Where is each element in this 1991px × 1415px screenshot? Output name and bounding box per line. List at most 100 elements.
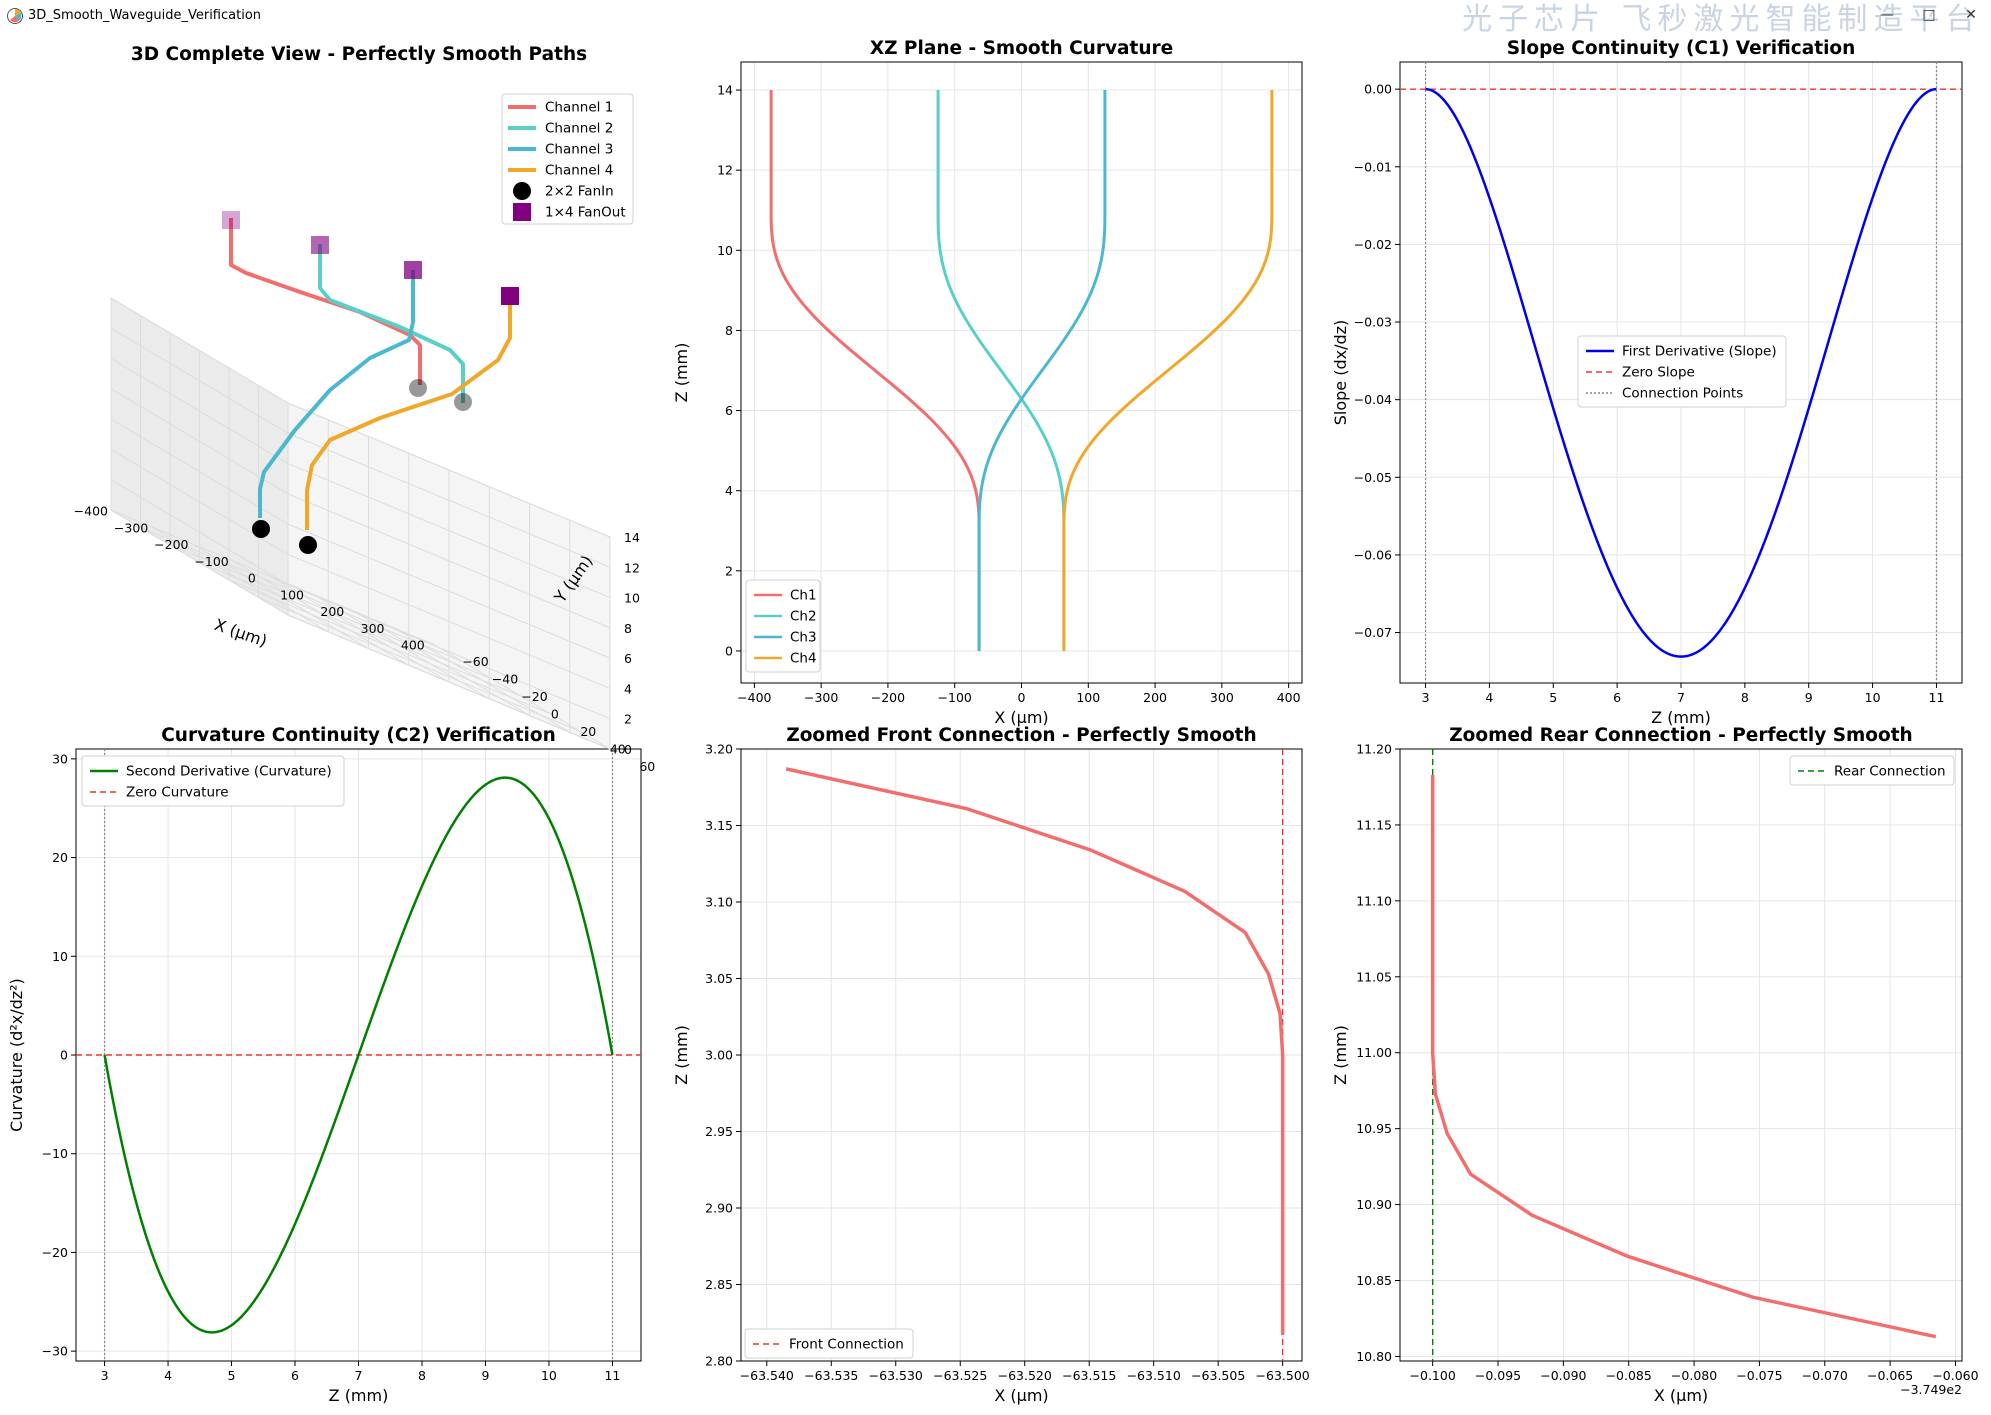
x-tick-label: 3 xyxy=(1422,690,1430,705)
x-tick-label: −0.070 xyxy=(1802,1368,1848,1383)
grid-3d xyxy=(110,327,289,434)
x-tick-label: 8 xyxy=(418,1368,426,1383)
plot-frame xyxy=(1399,748,1963,1362)
x-tick-label: 200 xyxy=(320,604,344,619)
fanout-marker xyxy=(311,236,329,254)
fanout-marker xyxy=(501,287,519,305)
x-tick-label: −0.065 xyxy=(1867,1368,1913,1383)
series-line-ch4 xyxy=(1062,90,1274,651)
chart-xz: −400 −300 −200 −100 0 100 200 300 400 0 2 4 6 8 10 12 14… xyxy=(672,38,1303,727)
z-tick-label: 4 xyxy=(624,681,632,696)
fanin-marker xyxy=(409,379,427,397)
y-tick-label: 2.95 xyxy=(705,1124,733,1139)
y-tick-label: −10 xyxy=(42,1146,68,1161)
grid-3d xyxy=(110,358,289,465)
minimize-button[interactable]: — xyxy=(1880,7,1894,23)
x-tick-label: −63.510 xyxy=(1127,1368,1181,1383)
grid-3d xyxy=(287,463,611,599)
legend-label: Ch1 xyxy=(790,588,817,604)
chart-title: Curvature Continuity (C2) Verification xyxy=(161,725,556,746)
x-axis-label: X (μm) xyxy=(994,1386,1048,1405)
close-button[interactable]: ✕ xyxy=(1965,7,1977,23)
x-tick-label: −63.520 xyxy=(998,1368,1052,1383)
grid-3d xyxy=(228,579,552,715)
y-tick-label: −30 xyxy=(42,1344,68,1359)
y-tick-label: 11.00 xyxy=(1356,1045,1392,1060)
legend-swatch xyxy=(513,203,531,221)
x-offset-label: −3.749e2 xyxy=(1900,1382,1962,1397)
y-tick-label: −20 xyxy=(521,689,547,704)
y-tick-label: 10.90 xyxy=(1356,1197,1392,1212)
maximize-button[interactable]: □ xyxy=(1922,7,1936,23)
grid-3d xyxy=(110,509,289,616)
y-tick-label: 20 xyxy=(580,724,596,739)
grid-3d xyxy=(287,432,611,568)
y-tick-label: 2.85 xyxy=(705,1277,733,1292)
x-tick-label: −63.525 xyxy=(933,1368,987,1383)
grid-3d xyxy=(287,523,611,659)
x-tick-label: −0.090 xyxy=(1540,1368,1586,1383)
y-tick-label: 3.15 xyxy=(705,818,733,833)
x-tick-label: 300 xyxy=(1210,690,1234,705)
chart-3d: 3D Complete View - Perfectly Smooth Path… xyxy=(74,44,656,774)
chart-title: Zoomed Front Connection - Perfectly Smoo… xyxy=(786,725,1256,746)
y-tick-label: −0.06 xyxy=(1354,547,1392,562)
legend-label: Zero Curvature xyxy=(126,785,229,801)
x-tick-label: 3 xyxy=(101,1368,109,1383)
z-tick-label: 2 xyxy=(624,712,632,727)
z-tick-label: 0 xyxy=(624,742,632,757)
y-axis-label: Z (mm) xyxy=(672,1025,691,1085)
x-tick-label: −0.095 xyxy=(1475,1368,1521,1383)
legend-label: Ch3 xyxy=(790,630,817,646)
x-tick-label: −0.075 xyxy=(1736,1368,1782,1383)
front-zoom-curve xyxy=(785,767,1285,1335)
grid-3d xyxy=(287,493,611,629)
y-tick-label: −0.01 xyxy=(1354,159,1392,174)
grid-3d xyxy=(169,544,493,680)
legend-label: Ch4 xyxy=(790,651,817,667)
slope-curve xyxy=(1425,87,1937,658)
y-tick-label: 20 xyxy=(52,850,68,865)
x-tick-label: 11 xyxy=(1929,690,1945,705)
x-tick-label: −63.500 xyxy=(1256,1368,1310,1383)
y-tick-label: −0.05 xyxy=(1354,470,1392,485)
curvature-curve xyxy=(103,776,614,1334)
x-tick-label: 10 xyxy=(541,1368,557,1383)
grid-3d xyxy=(287,584,611,720)
y-axis-label: Slope (dx/dz) xyxy=(1331,320,1350,426)
channel-path-4 xyxy=(305,297,512,530)
grid-3d xyxy=(110,479,289,586)
y-tick-label: 2 xyxy=(725,563,733,578)
x-tick-label: 7 xyxy=(1677,690,1685,705)
x-tick-label: 5 xyxy=(1549,690,1557,705)
legend-label: Rear Connection xyxy=(1834,764,1946,780)
grid-3d xyxy=(199,562,522,697)
x-axis-label: Z (mm) xyxy=(329,1386,389,1405)
chart-c1: 3 4 5 6 7 8 9 10 11 0.00 −0.01 −0.02 −0.03 −0.04 −0.05… xyxy=(1331,38,1963,727)
x-tick-label: 300 xyxy=(361,621,385,636)
y-tick-label: 10 xyxy=(52,949,68,964)
x-tick-label: 400 xyxy=(1277,690,1301,705)
legend-label: 1×4 FanOut xyxy=(545,205,626,221)
x-tick-label: 6 xyxy=(291,1368,299,1383)
series-line-ch2 xyxy=(936,90,1066,651)
x-tick-label: −200 xyxy=(154,537,188,552)
x-tick-label: 0 xyxy=(248,571,256,586)
x-tick-label: −400 xyxy=(737,690,771,705)
x-tick-label: 4 xyxy=(1485,690,1493,705)
x-tick-label: −63.535 xyxy=(804,1368,858,1383)
y-tick-label: −60 xyxy=(462,654,488,669)
y-tick-label: 11.20 xyxy=(1356,742,1392,757)
grid-3d xyxy=(287,553,611,689)
y-tick-label: 14 xyxy=(717,83,733,98)
x-tick-label: −300 xyxy=(804,690,838,705)
x-tick-label: 7 xyxy=(355,1368,363,1383)
legend-box xyxy=(1789,755,1955,786)
legend-label: Second Derivative (Curvature) xyxy=(126,764,332,780)
chart-c2: 3 4 5 6 7 8 9 10 11 30 20 10 0 −10 −20 −30 Curvature Con… xyxy=(7,725,642,1405)
x-tick-label: 8 xyxy=(1741,690,1749,705)
x-tick-label: 5 xyxy=(228,1368,236,1383)
y-tick-label: 40 xyxy=(610,742,626,757)
window-titlebar: 3D_Smooth_Waveguide_Verification 光子芯片 飞秒… xyxy=(0,0,1991,37)
chart-front: −63.540 −63.535 −63.530 −63.525 −63.520 −63.5… xyxy=(672,725,1310,1405)
